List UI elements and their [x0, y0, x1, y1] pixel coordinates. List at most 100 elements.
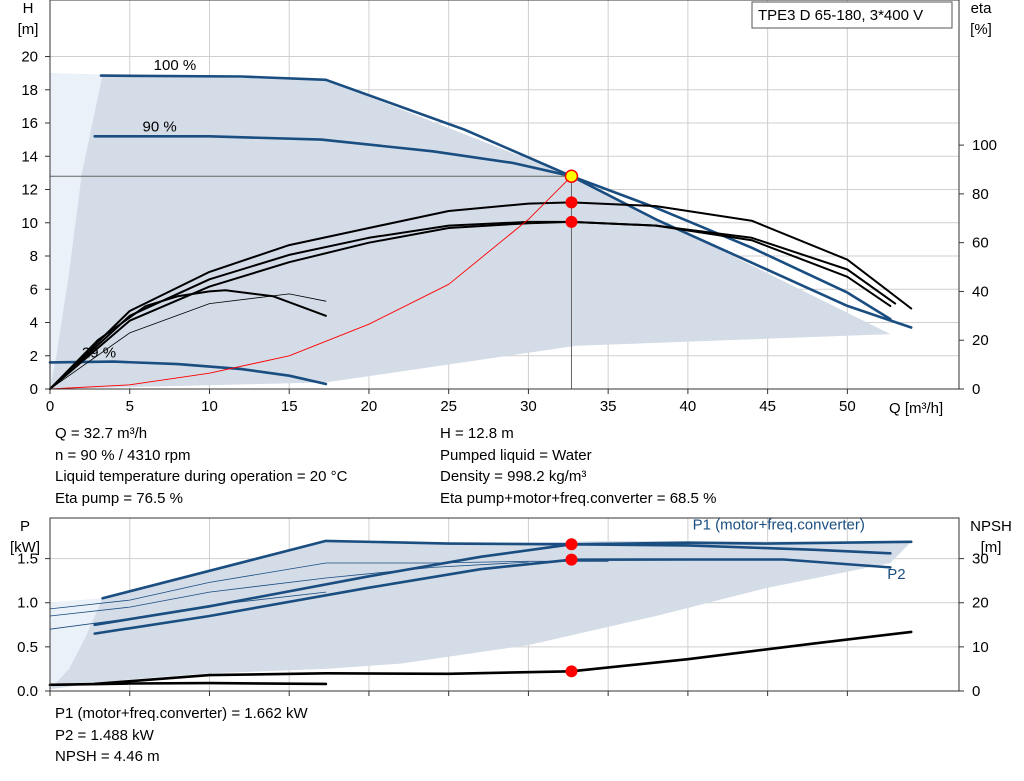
y-tick-label: 12	[21, 182, 38, 199]
x-tick-label: 50	[839, 398, 856, 415]
y-tick-label: 0.0	[17, 683, 38, 700]
y-tick-label: 14	[21, 148, 38, 165]
series-label: P1 (motor+freq.converter)	[693, 516, 865, 533]
y-tick-label: 16	[21, 115, 38, 132]
x-tick-label: 45	[759, 398, 776, 415]
head-chart: 0 5 10 15 20 25 30 35 40 45 50 0 2 4 6 8 10 12 14 16 18 20 0 20…	[18, 0, 997, 417]
x-tick-label: 5	[126, 398, 134, 415]
h-axis-unit: [m]	[18, 21, 39, 38]
eta-curve	[49, 220, 892, 390]
operating-area-low-flow	[50, 598, 103, 690]
npsh-curve	[93, 630, 913, 686]
system-curve	[49, 175, 572, 390]
head-chart-ticks: 0 5 10 15 20 25 30 35 40 45 50 0 2 4 6 8 10 12 14 16 18 20 0 20…	[21, 49, 997, 415]
y-tick-label: 1.0	[17, 595, 38, 612]
x-tick-label: 10	[201, 398, 218, 415]
y-tick-label: 0	[30, 381, 38, 398]
power-chart-operating-area	[50, 540, 912, 690]
curve-label: 29 %	[82, 344, 116, 361]
y2-tick-label: 0	[972, 381, 980, 398]
operating-area	[50, 73, 891, 389]
head-curve	[93, 135, 892, 321]
readout-npsh: NPSH = 4.46 m	[55, 748, 160, 765]
y2-tick-label: 30	[972, 551, 989, 568]
eta-curve	[49, 201, 913, 390]
x-tick-label: 20	[361, 398, 378, 415]
readout-eta-pump: Eta pump = 76.5 %	[55, 489, 183, 507]
head-curve	[48, 360, 328, 386]
head-chart-operating-area	[50, 73, 891, 389]
power-chart-series-labels: P1 (motor+freq.converter) P2	[693, 516, 906, 582]
p-axis-label: P	[20, 518, 30, 535]
power-chart-operating-points	[565, 538, 578, 678]
operating-point	[565, 196, 578, 209]
npsh-axis-unit: [m]	[981, 539, 1002, 556]
npsh-axis-label: NPSH	[970, 518, 1012, 535]
x-tick-label: 30	[520, 398, 537, 415]
duty-point	[564, 169, 579, 183]
readout-liquid-temperature: Liquid temperature during operation = 20…	[55, 468, 348, 485]
power-readouts: P1 (motor+freq.converter) = 1.662 kW P2 …	[55, 703, 308, 768]
readout-p1: P1 (motor+freq.converter) = 1.662 kW	[55, 705, 308, 722]
eta-axis-unit: [%]	[970, 21, 992, 38]
x-tick-label: 15	[281, 398, 298, 415]
y2-tick-label: 0	[972, 683, 980, 700]
readout-head: H = 12.8 m	[440, 425, 514, 442]
readout-speed: n = 90 % / 4310 rpm	[55, 446, 191, 464]
operating-area	[50, 540, 912, 690]
operating-point	[565, 215, 578, 228]
y2-tick-label: 10	[972, 639, 989, 656]
curve-label: 100 %	[154, 57, 197, 74]
readout-eta-total: Eta pump+motor+freq.converter = 68.5 %	[440, 489, 717, 507]
q-axis-label: Q [m³/h]	[889, 400, 943, 417]
readout-density: Density = 998.2 kg/m³	[440, 468, 587, 485]
y2-tick-label: 20	[972, 595, 989, 612]
operating-point	[565, 665, 578, 678]
eta-curve	[49, 220, 897, 390]
y-tick-label: 0.5	[17, 639, 38, 656]
y2-tick-label: 20	[972, 332, 989, 349]
y-tick-label: 18	[21, 82, 38, 99]
x-tick-label: 40	[680, 398, 697, 415]
series-label: P2	[887, 566, 905, 583]
duty-readouts-right: H = 12.8 m Pumped liquid = Water Density…	[440, 423, 716, 509]
pump-title: TPE3 D 65-180, 3*400 V	[758, 7, 923, 24]
readout-p2: P2 = 1.488 kW	[55, 726, 154, 744]
y-tick-label: 8	[30, 248, 38, 265]
eta-curve	[49, 293, 327, 390]
thin-curve	[49, 561, 529, 617]
y-tick-label: 20	[21, 49, 38, 66]
eta-axis-label: eta	[971, 0, 993, 17]
pump-title-box	[751, 1, 953, 29]
y-tick-label: 10	[21, 215, 38, 232]
operating-point	[565, 553, 578, 566]
duty-readouts-left: Q = 32.7 m³/h n = 90 % / 4310 rpm Liquid…	[55, 423, 347, 509]
y-tick-label: 6	[30, 281, 38, 298]
y2-tick-label: 40	[972, 283, 989, 300]
p1-curve	[93, 543, 892, 627]
power-chart: 0.0 0.5 1.0 1.5 0 10 20 30 P1 (motor+freq.conve…	[10, 516, 1012, 700]
p-axis-unit: [kW]	[10, 539, 40, 556]
head-chart-curve-labels: 100 % 90 % 29 %	[82, 57, 196, 362]
y-tick-label: 2	[30, 348, 38, 365]
y-tick-label: 4	[30, 315, 38, 332]
head-chart-curves	[48, 74, 913, 390]
p2-curve	[93, 558, 892, 635]
x-tick-label: 25	[440, 398, 457, 415]
npsh-curve	[48, 681, 328, 687]
power-chart-ticks: 0.0 0.5 1.0 1.5 0 10 20 30	[17, 551, 989, 700]
head-chart-operating-points	[50, 169, 579, 389]
readout-pumped-liquid: Pumped liquid = Water	[440, 446, 592, 464]
x-tick-label: 35	[600, 398, 617, 415]
thin-curve	[49, 560, 609, 610]
operating-point	[565, 538, 578, 551]
y2-tick-label: 60	[972, 235, 989, 252]
readout-flow: Q = 32.7 m³/h	[55, 425, 148, 442]
thin-curve	[49, 591, 327, 630]
y2-tick-label: 80	[972, 186, 989, 203]
operating-area-low-flow	[50, 73, 103, 389]
y2-tick-label: 100	[972, 137, 997, 154]
x-tick-label: 0	[46, 398, 54, 415]
y-tick-label: 1.5	[17, 551, 38, 568]
